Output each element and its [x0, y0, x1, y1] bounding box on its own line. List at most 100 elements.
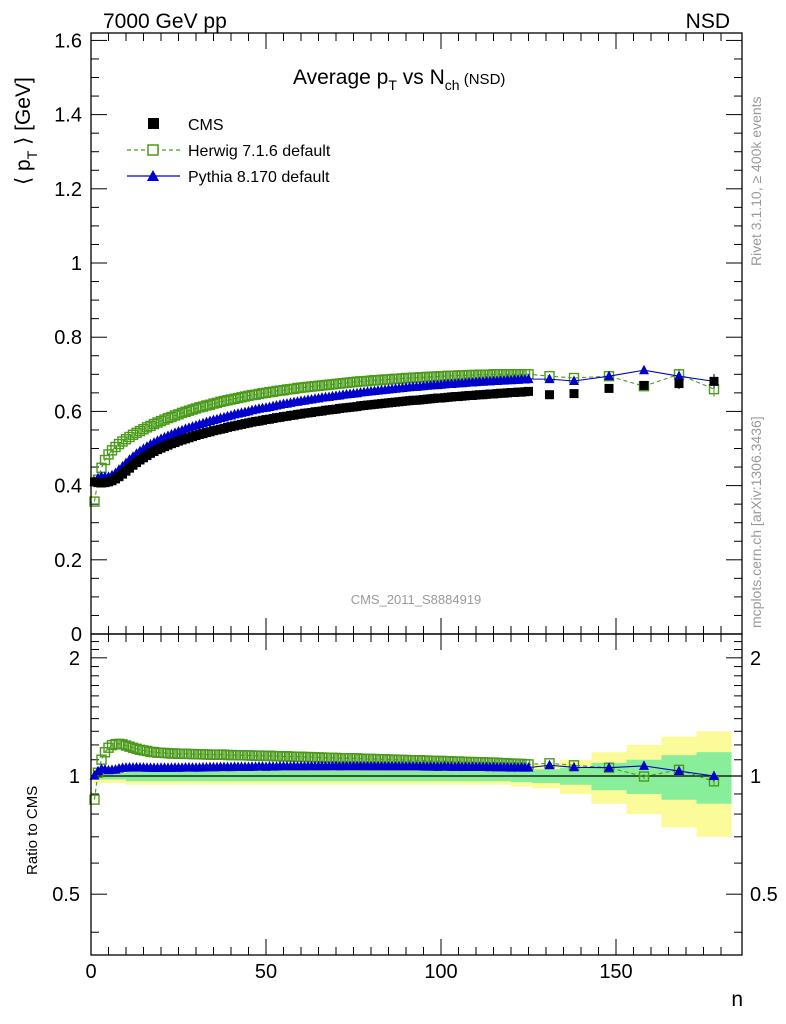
herwig-point: [180, 406, 191, 417]
herwig-point: [110, 441, 121, 453]
analysis-tag: CMS_2011_S8884919: [351, 592, 482, 607]
pythia-ratio-point: [569, 761, 579, 772]
pythia-ratio-point: [709, 770, 719, 781]
ratio-ytick-label-right: 1: [750, 766, 761, 788]
legend-cms-marker: [148, 118, 159, 129]
pythia-ratio-point: [639, 760, 649, 770]
plot-title-sub-ch: ch: [445, 77, 460, 93]
herwig-point: [222, 395, 233, 406]
main-grid-ticks: [90, 33, 742, 635]
herwig-point: [162, 412, 174, 424]
main-ytick-label: 1.4: [54, 105, 82, 127]
cms-point: [569, 389, 579, 399]
side-label-mcplots: mcplots.cern.ch [arXiv:1306.3436]: [748, 416, 764, 628]
herwig-ratio-point: [120, 740, 132, 751]
herwig-point: [155, 415, 167, 427]
herwig-point: [267, 386, 279, 397]
plot-title-mid: vs N: [397, 66, 445, 89]
y-axis-label: ⟨ pT ⟩ [GeV]: [12, 77, 40, 185]
plot-title: Average pT vs Nch (NSD): [293, 66, 505, 93]
herwig-point: [278, 385, 289, 396]
ratio-ytick-label-left: 2: [69, 648, 80, 670]
ratio-ytick-label-left: 1: [69, 766, 80, 788]
cms-point: [524, 386, 533, 396]
pythia-ratio-point: [604, 762, 614, 772]
herwig-point: [288, 383, 300, 394]
cms-point: [604, 383, 614, 393]
ratio-ytick-label-left: 0.5: [52, 884, 80, 906]
x-tick-label: 150: [599, 961, 632, 983]
herwig-point: [204, 399, 216, 410]
pythia-point: [639, 364, 649, 375]
herwig-point: [239, 391, 251, 402]
legend-pythia-marker: [147, 170, 159, 181]
ratio-series-layer: [89, 738, 720, 805]
herwig-point: [218, 395, 230, 407]
cms-point: [639, 380, 649, 390]
pythia-point: [569, 375, 579, 385]
legend: CMS Herwig 7.1.6 default Pythia 8.170 de…: [127, 117, 331, 186]
herwig-point: [166, 411, 177, 423]
ratio-frame: [90, 633, 743, 956]
herwig-point: [250, 389, 261, 400]
header-right: NSD: [686, 10, 730, 33]
cms-point: [674, 379, 684, 389]
main-ytick-label: 0.8: [54, 327, 82, 349]
main-series-layer: [89, 364, 720, 507]
legend-cms-label: CMS: [188, 117, 224, 134]
x-tick-labels: 0 50 100 150: [85, 961, 632, 983]
ratio-band-layer: [91, 731, 742, 837]
herwig-ratio-point: [131, 743, 142, 754]
y-axis-label-open: ⟨ p: [12, 159, 35, 185]
plot-title-main: Average p: [293, 66, 388, 89]
x-tick-label: 100: [424, 961, 457, 983]
herwig-point: [89, 496, 100, 507]
pythia-point: [544, 373, 555, 384]
herwig-ratio-point: [638, 771, 650, 782]
herwig-point: [106, 445, 118, 456]
herwig-ratio-point: [141, 745, 153, 757]
herwig-ratio-point: [127, 742, 139, 753]
herwig-point: [138, 424, 149, 435]
herwig-point: [176, 407, 188, 419]
y-axis-label-sub: T: [24, 150, 40, 159]
herwig-ratio-point: [89, 794, 100, 805]
herwig-point: [211, 397, 223, 409]
side-label-rivet: Rivet 3.1.10, ≥ 400k events: [748, 96, 764, 266]
y-axis-label-close: ⟩ [GeV]: [12, 77, 35, 151]
herwig-point: [187, 404, 198, 415]
ratio-panel: 0.5 0.5 1 1 2 2 0 50 100 150: [52, 633, 778, 983]
ratio-ytick-label-right: 0.5: [750, 884, 778, 906]
ratio-ytick-labels: 0.5 0.5 1 1 2 2: [52, 648, 778, 906]
plot-title-tail: (NSD): [460, 71, 506, 88]
ratio-ytick-label-right: 2: [750, 648, 761, 670]
herwig-point: [243, 390, 254, 402]
main-ytick-label: 0.6: [54, 401, 82, 423]
pythia-point: [604, 370, 614, 381]
herwig-point: [260, 387, 272, 399]
herwig-point: [99, 454, 111, 466]
herwig-point: [201, 400, 212, 411]
main-ytick-label: 0: [71, 624, 82, 646]
herwig-point: [183, 405, 195, 416]
main-ytick-label: 1.6: [54, 30, 82, 52]
legend-herwig-label: Herwig 7.1.6 default: [188, 143, 331, 160]
herwig-point: [215, 396, 226, 407]
herwig-point: [232, 392, 244, 404]
ratio-y-axis-label: Ratio to CMS: [24, 786, 41, 875]
pythia-ratio-point: [674, 765, 684, 776]
legend-pythia-label: Pythia 8.170 default: [188, 169, 330, 186]
herwig-point: [159, 414, 170, 425]
herwig-point: [208, 398, 219, 409]
pythia-ratio-point: [523, 762, 534, 772]
cms-point: [709, 376, 719, 386]
herwig-point: [148, 418, 160, 430]
herwig-point: [134, 425, 146, 437]
pythia-point: [523, 373, 534, 384]
herwig-point: [152, 417, 163, 428]
herwig-point: [236, 392, 247, 403]
cms-point: [545, 390, 554, 400]
pythia-ratio-point: [544, 759, 555, 770]
main-ytick-labels: 0 0.2 0.4 0.6 0.8 1 1.2 1.4 1.6: [54, 30, 82, 646]
